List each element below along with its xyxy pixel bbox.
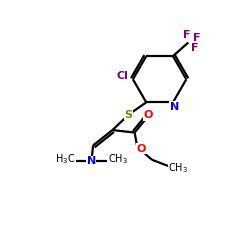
Text: CH$_3$: CH$_3$ bbox=[108, 152, 128, 166]
Text: N: N bbox=[86, 156, 96, 166]
Text: F: F bbox=[193, 33, 201, 43]
Text: O: O bbox=[137, 144, 146, 154]
Text: N: N bbox=[170, 102, 179, 112]
Text: O: O bbox=[144, 110, 153, 120]
Text: CH$_3$: CH$_3$ bbox=[168, 161, 188, 175]
Text: F: F bbox=[182, 30, 190, 40]
Text: F: F bbox=[191, 43, 198, 53]
Text: S: S bbox=[124, 110, 132, 120]
Text: Cl: Cl bbox=[116, 70, 128, 81]
Text: H$_3$C: H$_3$C bbox=[55, 152, 75, 166]
